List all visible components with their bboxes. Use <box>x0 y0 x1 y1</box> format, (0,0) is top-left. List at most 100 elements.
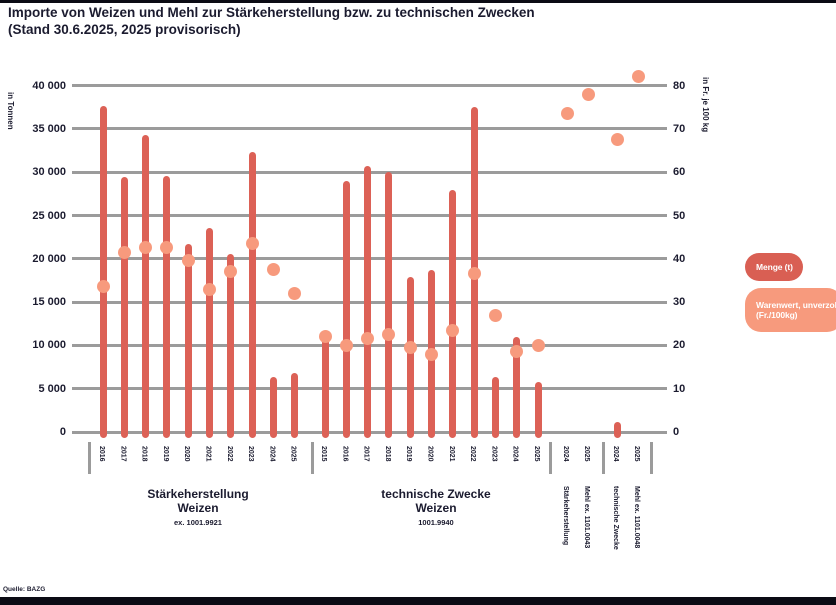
dot-warenwert <box>467 267 481 281</box>
y-axis-tick-right: 10 <box>673 382 686 395</box>
bar-menge <box>291 373 299 438</box>
x-axis-year-label: 2025 <box>583 446 590 462</box>
group-caption: Stärkeherstellung Weizen ex. 1001.9921 <box>108 487 288 527</box>
y-axis-tick-left: 5 000 <box>38 382 66 395</box>
y-axis-tick-left: 10 000 <box>32 339 66 352</box>
bar-menge <box>184 244 192 438</box>
legend-pill-warenwert: Warenwert, unverzollt (Fr./100kg) <box>745 288 836 332</box>
group-caption-tariff: ex. 1001.9921 <box>174 518 222 527</box>
x-axis-year-label: 2022 <box>225 446 233 462</box>
right-axis-title: in Fr. je 100 kg <box>701 77 710 133</box>
bar-menge <box>269 377 277 438</box>
flour-caption: Mehl ex. 1101.0043 <box>583 486 590 549</box>
bar-menge <box>491 377 499 438</box>
group-caption: technische Zwecke Weizen 1001.9940 <box>346 487 526 527</box>
group-separator <box>88 442 91 474</box>
dot-warenwert <box>245 237 259 251</box>
left-axis-title: in Tonnen <box>6 92 15 130</box>
x-axis-year-label: 2025 <box>289 446 297 462</box>
x-axis-year-label: 2018 <box>140 446 148 462</box>
y-axis-tick-right: 20 <box>673 339 686 352</box>
x-axis-year-label: 2016 <box>341 446 349 462</box>
bar-menge <box>342 180 350 438</box>
y-axis-tick-left: 20 000 <box>32 252 66 265</box>
dot-warenwert-flour <box>581 87 595 101</box>
y-axis-tick-right: 30 <box>673 296 686 309</box>
y-axis-tick-right: 0 <box>673 426 680 438</box>
bar-menge <box>142 134 150 438</box>
x-axis-year-label: 2019 <box>405 446 413 462</box>
dot-warenwert <box>339 338 353 352</box>
x-axis-year-label: 2021 <box>204 446 212 462</box>
bar-menge <box>364 166 372 438</box>
y-axis-tick-right: 80 <box>673 79 686 92</box>
x-axis-year-label: 2015 <box>320 446 327 462</box>
dot-warenwert-flour <box>610 133 624 147</box>
x-axis-year-label: 2019 <box>161 446 169 462</box>
dot-warenwert <box>117 245 131 259</box>
dot-warenwert <box>139 241 153 255</box>
bar-menge-flour <box>613 421 621 438</box>
x-axis-year-label: 2018 <box>383 446 391 462</box>
dot-warenwert <box>203 282 216 296</box>
y-axis-tick-right: 60 <box>673 166 686 179</box>
y-axis-tick-right: 50 <box>673 209 686 222</box>
group-separator <box>311 442 314 474</box>
x-axis-year-label: 2023 <box>490 446 498 462</box>
flour-caption: Mehl ex. 1101.0048 <box>633 486 640 549</box>
x-axis-year-label: 2022 <box>469 446 477 462</box>
dot-warenwert <box>531 338 545 352</box>
chart-title: Importe von Weizen und Mehl zur Stärkehe… <box>8 5 535 38</box>
dot-warenwert <box>181 254 195 268</box>
dot-warenwert <box>288 286 302 300</box>
group-caption-tariff: 1001.9940 <box>418 518 454 527</box>
y-axis-tick-left: 40 000 <box>32 79 66 92</box>
flour-caption: Stärkeherstellung <box>562 486 569 546</box>
x-axis-year-label: 2024 <box>612 446 619 462</box>
bar-menge <box>227 254 235 438</box>
dot-warenwert <box>403 341 417 355</box>
dot-warenwert-flour <box>560 107 574 121</box>
x-axis-year-label: 2020 <box>426 446 434 462</box>
dot-warenwert <box>361 332 375 346</box>
y-axis-tick-right: 40 <box>673 252 686 265</box>
dot-warenwert <box>425 347 438 361</box>
x-axis-year-label: 2021 <box>447 446 455 462</box>
bar-menge <box>248 152 256 438</box>
y-axis-tick-left: 15 000 <box>32 296 66 309</box>
y-axis-tick-right: 70 <box>673 122 686 135</box>
flour-caption: technische Zwecke <box>612 486 619 550</box>
bar-menge <box>99 106 107 438</box>
bottom-border <box>0 597 836 605</box>
x-axis-year-label: 2024 <box>268 446 276 462</box>
x-axis-year-label: 2024 <box>562 446 569 462</box>
y-axis-tick-left: 35 000 <box>32 122 66 135</box>
bar-menge <box>120 177 128 438</box>
bar-menge <box>321 339 329 438</box>
bar-menge <box>534 381 542 438</box>
chart-title-line1: Importe von Weizen und Mehl zur Stärkehe… <box>8 5 535 20</box>
bar-menge <box>385 172 393 438</box>
top-border <box>0 0 836 3</box>
bar-menge <box>406 276 414 438</box>
dot-warenwert <box>160 241 174 255</box>
chart-title-line2: (Stand 30.6.2025, 2025 provisorisch) <box>8 21 241 37</box>
group-separator <box>650 442 653 474</box>
bar-menge <box>513 336 521 438</box>
legend-pill-menge: Menge (t) <box>745 253 803 281</box>
bar-menge <box>449 189 457 438</box>
x-axis-year-label: 2025 <box>533 446 540 462</box>
group-caption-line2: Weizen <box>177 500 219 515</box>
x-axis-year-label: 2016 <box>98 446 105 462</box>
dot-warenwert <box>96 280 110 294</box>
gridline <box>72 127 667 131</box>
dot-warenwert <box>382 328 396 342</box>
bar-menge <box>206 227 213 438</box>
dot-warenwert <box>318 330 332 344</box>
dot-warenwert <box>266 263 280 277</box>
dot-warenwert <box>510 345 524 359</box>
source-note: Quelle: BAZG <box>3 586 46 593</box>
x-axis-year-label: 2023 <box>247 446 255 462</box>
